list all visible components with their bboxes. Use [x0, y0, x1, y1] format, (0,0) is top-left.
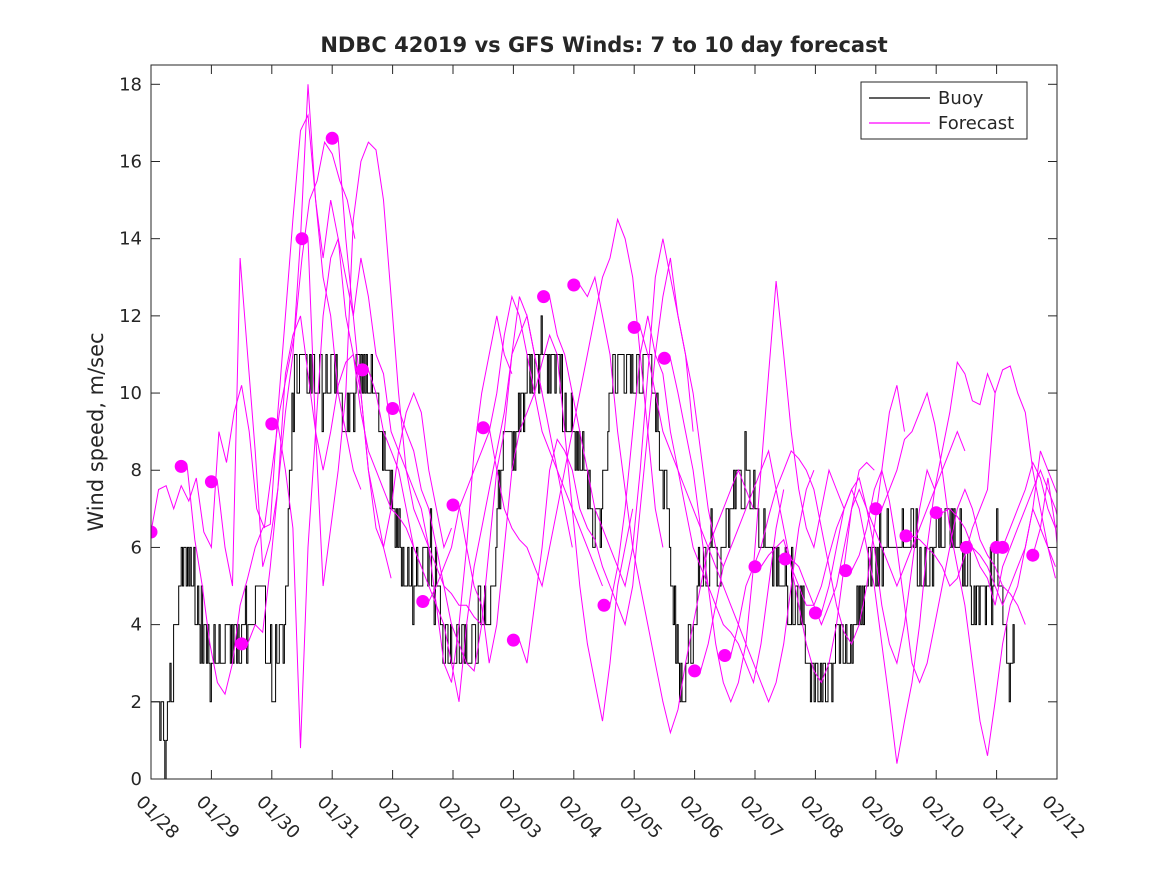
forecast-marker-0: [151, 525, 158, 539]
legend-buoy-label: Buoy: [938, 88, 984, 109]
forecast-marker-20: [748, 560, 762, 574]
forecast-marker-26: [929, 506, 943, 520]
forecast-run-line-28: [1002, 461, 1057, 548]
forecast-run-line-16: [639, 327, 815, 704]
legend-forecast-label: Forecast: [938, 113, 1014, 134]
forecast-marker-24: [869, 502, 883, 516]
forecast-marker-9: [416, 595, 430, 608]
forecast-marker-12: [506, 633, 520, 647]
y-tick-label: 4: [131, 615, 142, 636]
forecast-marker-13: [537, 290, 551, 304]
forecast-run-line-9: [428, 294, 603, 602]
forecast-marker-10: [446, 498, 460, 512]
forecast-marker-29: [996, 540, 1010, 554]
y-tick-label: 16: [119, 151, 142, 172]
forecast-marker-18: [688, 664, 702, 678]
y-axis: 0 2 4 6 8 10 12 14 16 18: [119, 74, 1057, 790]
forecast-run-line-8: [398, 296, 573, 672]
forecast-marker-7: [355, 363, 369, 377]
forecast-marker-14: [567, 278, 581, 292]
axes-box: [150, 64, 1058, 780]
forecast-marker-19: [718, 649, 732, 662]
forecast-marker-27: [959, 540, 973, 554]
y-tick-label: 6: [131, 537, 142, 558]
forecast-run-line-10: [458, 333, 634, 722]
y-tick-label: 12: [119, 306, 142, 327]
forecast-run-line-1: [186, 113, 362, 696]
forecast-run-line-6: [337, 138, 513, 683]
forecast-marker-16: [627, 320, 641, 334]
forecast-run-line-21: [790, 430, 966, 626]
chart-title: NDBC 42019 vs GFS Winds: 7 to 10 day for…: [320, 33, 887, 57]
forecast-marker-4: [265, 417, 279, 431]
forecast-run-line-0: [151, 140, 356, 550]
forecast-marker-22: [808, 606, 822, 620]
forecast-marker-6: [325, 131, 339, 145]
forecast-run-line-4: [277, 236, 452, 749]
y-tick-label: 14: [119, 229, 142, 250]
forecast-marker-1: [174, 459, 188, 473]
forecast-run-line-14: [579, 275, 754, 735]
y-tick-label: 18: [119, 74, 142, 95]
forecast-run-line-17: [669, 281, 845, 704]
forecast-run-line-29: [1032, 477, 1057, 556]
forecast-marker-5: [295, 232, 309, 246]
forecast-run-line-26: [941, 468, 1057, 606]
forecast-marker-17: [657, 351, 671, 365]
y-axis-label: Wind speed, m/sec: [84, 332, 108, 531]
forecast-marker-21: [778, 552, 792, 566]
forecast-run-line-22: [820, 360, 996, 764]
buoy-series: [151, 315, 1015, 779]
legend: Buoy Forecast: [860, 81, 1028, 140]
forecast-run-line-15: [609, 315, 785, 685]
plot-area: [151, 84, 1057, 779]
forecast-run-line-19: [730, 385, 905, 656]
forecast-run-line-5: [307, 141, 483, 625]
forecast-marker-11: [476, 421, 490, 435]
forecast-run-line-25: [911, 365, 1056, 587]
forecast-marker-3: [235, 637, 249, 651]
y-tick-label: 0: [131, 769, 142, 790]
forecast-run-line-23: [851, 468, 1026, 684]
forecast-run-line-3: [247, 84, 422, 645]
legend-box: [860, 81, 1028, 140]
forecast-marker-15: [597, 598, 611, 612]
forecast-marker-30: [1026, 548, 1040, 562]
y-tick-label: 2: [131, 692, 142, 713]
forecast-run-line-7: [367, 314, 543, 702]
forecast-run-line-27: [972, 450, 1057, 607]
forecast-marker-25: [899, 529, 913, 543]
forecast-marker-23: [839, 564, 853, 578]
forecast-marker-2: [204, 475, 218, 489]
forecast-run-line-18: [700, 449, 875, 684]
forecast-run-line-13: [549, 238, 724, 588]
forecast-run-line-12: [518, 257, 694, 664]
forecast-marker-8: [386, 402, 400, 415]
y-tick-label: 8: [131, 460, 142, 481]
y-tick-label: 10: [119, 383, 142, 404]
